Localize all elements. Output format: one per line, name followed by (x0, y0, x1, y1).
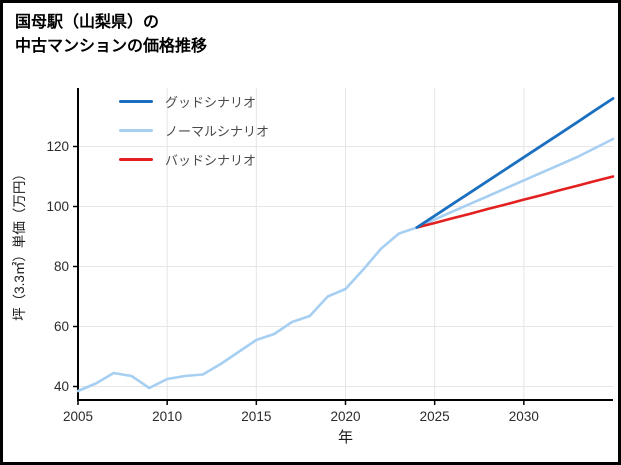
legend-label: グッドシナリオ (165, 94, 257, 110)
x-tick-label: 2025 (420, 409, 450, 424)
x-tick-label: 2005 (63, 409, 93, 424)
legend-label: ノーマルシナリオ (165, 123, 270, 139)
bad-scenario-line (415, 175, 615, 229)
x-tick-label: 2030 (509, 409, 539, 424)
x-tick-label: 2015 (241, 409, 271, 424)
legend-item-good-scenario: グッドシナリオ (119, 93, 269, 110)
x-tick-label: 2020 (330, 409, 360, 424)
chart-title-line1: 国母駅（山梨県）の (15, 14, 160, 31)
normal-scenario-line-swatch (119, 128, 153, 132)
legend-item-normal-scenario: ノーマルシナリオ (119, 122, 270, 139)
good-scenario-line (415, 97, 615, 229)
y-axis-label: 坪（3.3㎡）単価（万円） (12, 167, 27, 321)
normal-scenario-line (76, 137, 615, 393)
chart-legend: グッドシナリオ ノーマルシナリオ バッドシナリオ (119, 93, 270, 168)
legend-label: バッドシナリオ (165, 152, 257, 168)
y-tick-label: 60 (54, 319, 69, 334)
price-trend-line-chart: 2005 2010 2015 2020 2025 2030 40 60 80 100 120 年 坪（3… (12, 88, 615, 446)
good-scenario-line-swatch (119, 99, 153, 103)
x-axis-label: 年 (338, 429, 353, 446)
chart-title: 国母駅（山梨県）の 中古マンションの価格推移 (15, 11, 207, 59)
bad-scenario-line-swatch (119, 157, 153, 161)
y-tick-label: 120 (46, 139, 69, 154)
legend-item-bad-scenario: バッドシナリオ (119, 151, 269, 168)
y-tick-label: 80 (54, 259, 69, 274)
y-tick-label: 40 (54, 379, 69, 394)
chart-title-line2: 中古マンションの価格推移 (15, 38, 208, 55)
y-tick-label: 100 (46, 199, 69, 214)
x-tick-label: 2010 (152, 409, 182, 424)
